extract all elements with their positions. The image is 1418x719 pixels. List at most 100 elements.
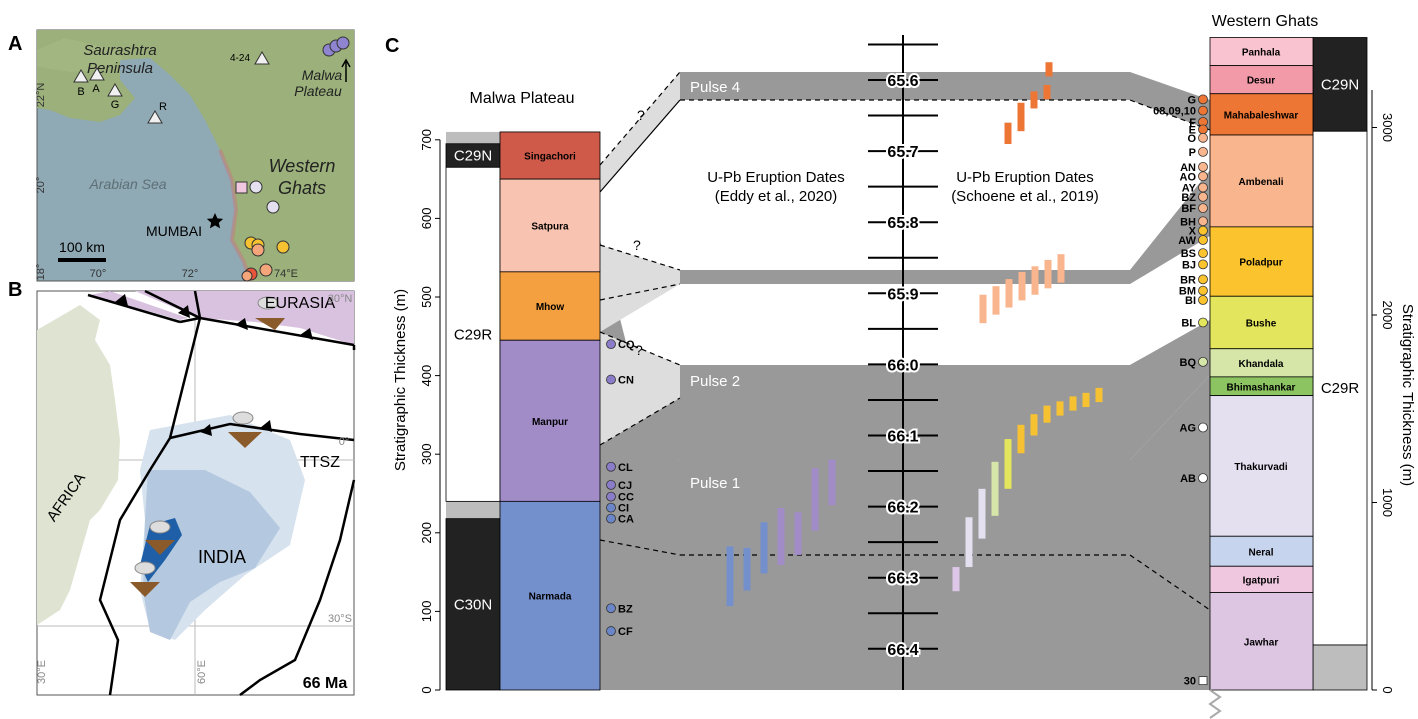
wg-polarity-column: C29N C29R xyxy=(1312,37,1368,691)
site-triangle-4-24 xyxy=(254,51,270,65)
malwa-polarity-chron xyxy=(445,166,501,502)
volcano-icon xyxy=(130,582,160,597)
left-axis-tick-label: 100 xyxy=(419,601,434,623)
malwa-formation xyxy=(499,500,601,691)
pulse-3-label: Pulse 3 xyxy=(690,284,740,301)
pulse-1-label: Pulse 1 xyxy=(690,475,740,492)
correlation-line xyxy=(599,331,681,366)
lat-tick-18: 18° xyxy=(35,264,47,281)
volcano-plume-icon xyxy=(257,296,279,310)
saurashtra-label-2: Peninsula xyxy=(87,60,153,77)
left-axis-tick-label: 0 xyxy=(419,686,434,693)
wg-formation-label: Poladpur xyxy=(1239,258,1282,269)
wg-sample-marker xyxy=(1198,274,1208,285)
malwa-sample-marker xyxy=(606,626,616,636)
volcano-plume-icon xyxy=(232,411,254,425)
correlation-line xyxy=(599,283,681,301)
malwa-formation xyxy=(499,131,601,180)
malwa-sample-marker xyxy=(606,603,616,614)
site-triangle-r xyxy=(147,110,163,124)
saurashtra-label-1: Saurashtra xyxy=(83,42,156,59)
schoene-date-bar xyxy=(1031,266,1039,295)
time-tick-label: 65.8 xyxy=(887,215,918,232)
schoene-date-bar xyxy=(991,461,999,516)
malwa-title: Malwa Plateau xyxy=(470,90,575,107)
correlation-line xyxy=(1129,554,1211,611)
wg-formation-label: Khandala xyxy=(1238,359,1283,370)
wg-formation xyxy=(1209,395,1314,537)
pulse-2-uncertain xyxy=(600,332,680,445)
eddy-label-1: U-Pb Eruption Dates xyxy=(707,169,845,186)
malwa-formation xyxy=(499,339,601,502)
time-axis: 65.6 65.7 65.8 65.9 66.0 66.1 66.2 66.3 66.4 xyxy=(868,35,938,690)
wg-polarity-chron xyxy=(1312,644,1368,691)
site-circle xyxy=(266,200,280,214)
wg-formation-label: Bushe xyxy=(1246,319,1277,330)
wg-sample-label: AW xyxy=(1178,235,1196,247)
left-axis-tick-label: 700 xyxy=(419,129,434,151)
volcano-plume-icon xyxy=(149,520,171,534)
wg-title: Western Ghats xyxy=(1212,13,1318,30)
eruption-dates xyxy=(726,62,1103,607)
eddy-date-bar xyxy=(1017,102,1025,132)
schoene-date-bar xyxy=(952,567,960,592)
wg-sample-marker xyxy=(1198,124,1208,135)
schoene-date-bar xyxy=(1030,414,1038,436)
wg-formation-label: Mahabaleshwar xyxy=(1224,110,1299,121)
site-circle xyxy=(249,180,263,194)
wg-sample-marker xyxy=(1198,171,1208,182)
schoene-date-bar xyxy=(1018,271,1026,301)
malwa-formation-label: Narmada xyxy=(529,592,572,603)
malwa-label-1: Malwa xyxy=(302,67,343,83)
malwa-sample-label: CC xyxy=(618,492,634,504)
right-axis-tick-label: 0 xyxy=(1380,686,1395,693)
map-b: EURASIA TTSZ AFRICA INDIA 66 Ma 30°N 0° … xyxy=(36,289,356,696)
correlation-line xyxy=(599,71,681,166)
schoene-label-1: U-Pb Eruption Dates xyxy=(956,169,1094,186)
map-a-coast xyxy=(218,149,252,282)
wg-formation-label: Igatpuri xyxy=(1243,575,1280,586)
wg-sample-label: AN xyxy=(1180,162,1196,174)
schoene-date-bar xyxy=(1005,279,1013,308)
wg-formation-column: Panhala Desur Mahabaleshwar Ambenali Poladpu… xyxy=(1209,37,1314,691)
wg-sample-label: BF xyxy=(1181,203,1196,215)
pulse-2-band xyxy=(600,320,1210,445)
left-axis-label: Stratigraphic Thickness (m) xyxy=(392,289,409,471)
wg-sample-marker xyxy=(1198,473,1208,484)
wg-map-label-2: Ghats xyxy=(278,178,326,198)
eddy-date-bar xyxy=(726,546,734,607)
pulse-4-label: Pulse 4 xyxy=(690,79,740,96)
wg-sample-label: AG xyxy=(1180,423,1197,435)
eddy-date-bar xyxy=(794,512,802,555)
malwa-polarity-chron xyxy=(445,518,501,691)
wg-sample-label: BQ xyxy=(1180,357,1197,369)
wg-sample-label: BH xyxy=(1180,216,1196,228)
schoene-date-bar xyxy=(1056,401,1064,416)
eddy-date-bar xyxy=(1004,122,1012,144)
left-axis-tick-label: 400 xyxy=(419,365,434,387)
site-label-4-24: 4-24 xyxy=(230,53,250,64)
pulse-1-body xyxy=(600,375,1210,690)
chart-c: C29N C29R C30N Singachori Satpura Mhow Manpur… xyxy=(392,13,1416,719)
wg-sample-label: BZ xyxy=(1181,192,1196,204)
malwa-sample-marker xyxy=(606,461,616,472)
plate-boundary xyxy=(87,289,356,350)
schoene-label-2: (Schoene et al., 2019) xyxy=(951,188,1099,205)
malwa-polarity-column: C29N C29R C30N xyxy=(445,131,501,691)
wg-sample-marker xyxy=(1198,146,1208,157)
wg-sample-label: 08,09,10 xyxy=(1153,106,1196,118)
wg-sample-label: BJ xyxy=(1182,259,1196,271)
wg-continuation-icon xyxy=(1208,689,1222,719)
wg-formation xyxy=(1209,134,1314,228)
wg-sample-label: AO xyxy=(1180,171,1197,183)
wg-sample-marker xyxy=(1198,191,1208,202)
right-axis-label: Stratigraphic Thickness (m) xyxy=(1399,304,1416,486)
right-axis-tick-label: 1000 xyxy=(1380,488,1395,517)
lon-tick-70: 70° xyxy=(90,268,107,280)
malwa-sample-label: CA xyxy=(618,514,634,526)
site-triangle-b xyxy=(73,69,89,83)
malwa-formation-column: Singachori Satpura Mhow Manpur Narmada xyxy=(499,131,601,691)
scale-label: 100 km xyxy=(59,239,105,255)
wg-sample-marker xyxy=(1198,216,1208,227)
